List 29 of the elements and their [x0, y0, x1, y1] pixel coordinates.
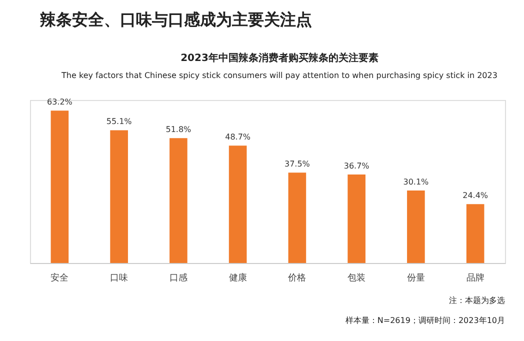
data-label: 37.5%	[284, 160, 310, 169]
bar	[110, 130, 128, 263]
data-label: 30.1%	[403, 177, 430, 186]
x-tick-label: 价格	[287, 272, 306, 284]
data-label: 51.8%	[166, 125, 192, 134]
text: The key factors that Chinese spicy stick consumers will pay attention to when purchasing spicy stick in 2023	[60, 71, 498, 80]
data-label: 36.7%	[344, 162, 370, 171]
x-tick-label: 健康	[228, 272, 247, 284]
x-tick-label: 品牌	[466, 272, 484, 284]
bar	[170, 138, 188, 263]
data-label: 24.4%	[462, 191, 488, 200]
data-label: 55.1%	[106, 117, 132, 126]
data-label: 48.7%	[225, 132, 251, 142]
bar	[348, 174, 366, 263]
bar	[50, 110, 69, 263]
bar	[288, 172, 306, 263]
bar	[228, 146, 247, 263]
x-tick-label: 份量	[406, 272, 425, 284]
x-tick-label: 口感	[169, 272, 188, 284]
x-tick-label: 安全	[50, 272, 69, 284]
bar	[407, 190, 425, 263]
text: 样本量：N=2619；调研时间：2023年10月	[345, 316, 505, 325]
data-label: 63.2%	[46, 98, 73, 107]
chart-title: 辣条安全、口味与口感成为主要关注点	[39, 10, 312, 29]
text: 注：本题为多选	[449, 296, 505, 305]
x-tick-label: 包装	[348, 272, 366, 284]
chart-subtitle: 2023年中国辣条消费者购买辣条的关注要素	[180, 52, 378, 64]
bar	[466, 204, 484, 263]
x-tick-label: 口味	[110, 272, 128, 284]
